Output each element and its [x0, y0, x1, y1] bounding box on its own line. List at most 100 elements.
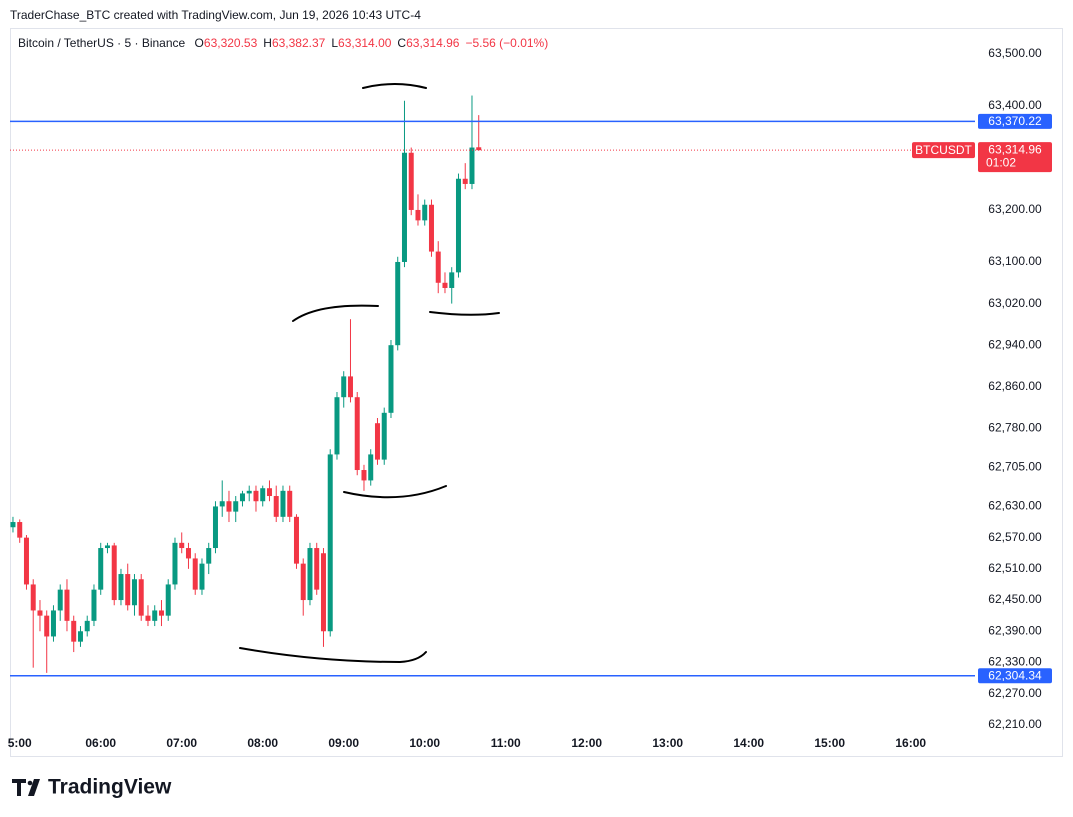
price-label: 62,304.34: [988, 668, 1042, 682]
price-label-box: [978, 113, 1052, 129]
drawing: [239, 647, 427, 664]
legend-value: 63,382.37: [271, 36, 326, 50]
drawing: [292, 304, 379, 322]
symbol-box: [912, 142, 975, 159]
legend: Bitcoin / TetherUS · 5 · Binance O63,320…: [18, 36, 548, 50]
credit: TraderChase_BTC created with TradingView…: [10, 8, 421, 22]
y-tick-label: 63,200.00: [988, 202, 1042, 216]
x-tick-label: 08:00: [247, 736, 278, 750]
candle-body: [361, 470, 367, 481]
logo-mark: [27, 780, 33, 786]
y-tick-label: 62,270.00: [988, 686, 1042, 700]
candle-body: [341, 376, 347, 398]
candle-body: [125, 574, 131, 606]
y-tick-label: 63,500.00: [988, 46, 1042, 60]
candle-body: [84, 620, 90, 632]
symbol-label: BTCUSDT: [915, 143, 972, 157]
candle-body: [98, 548, 104, 590]
candle-body: [307, 548, 313, 601]
candle-body: [287, 490, 293, 517]
price-label: 63,370.22: [988, 114, 1042, 128]
candle-body: [64, 589, 70, 621]
candle-body: [381, 412, 387, 460]
legend-symbol: Bitcoin / TetherUS · 5 · Binance: [18, 36, 186, 50]
brand: TradingView: [48, 776, 172, 799]
x-tick-label: 09:00: [328, 736, 359, 750]
candle-body: [138, 579, 144, 616]
candle-body: [77, 631, 83, 642]
y-tick-label: 63,100.00: [988, 254, 1042, 268]
candle-body: [300, 563, 306, 601]
drawing: [429, 311, 500, 316]
y-tick-label: 63,400.00: [988, 98, 1042, 112]
candle-body: [233, 501, 239, 512]
candles: [10, 95, 482, 673]
candle-body: [260, 488, 266, 502]
drawing: [362, 83, 427, 89]
candle-body: [347, 376, 353, 398]
candle-body: [118, 574, 124, 601]
candle-body: [395, 261, 401, 346]
candle-body: [273, 496, 279, 517]
y-tick-label: 62,330.00: [988, 655, 1042, 669]
candle-body: [30, 584, 36, 611]
candle-body: [104, 545, 110, 549]
candle-body: [179, 542, 185, 549]
candle-body: [293, 516, 299, 564]
candle-body: [172, 542, 178, 585]
x-tick-label: 07:00: [166, 736, 197, 750]
candle-body: [476, 147, 482, 151]
candle-body: [280, 490, 286, 517]
hand-drawings: [239, 83, 500, 664]
candle-body: [334, 397, 340, 455]
legend-key: H: [263, 36, 272, 50]
y-tick-label: 62,780.00: [988, 421, 1042, 435]
x-tick-label: 11:00: [491, 736, 521, 750]
logo-mark: [12, 779, 26, 796]
candle-body: [246, 490, 252, 494]
candle-body: [206, 548, 212, 564]
x-tick-label: 10:00: [409, 736, 440, 750]
candle-body: [91, 589, 97, 621]
candle-body: [131, 579, 137, 606]
candle-body: [50, 610, 56, 637]
y-tick-label: 62,705.00: [988, 460, 1042, 474]
candle-body: [199, 563, 205, 590]
legend-key: O: [194, 36, 204, 50]
candle-body: [152, 610, 158, 621]
legend-value: 63,320.53: [203, 36, 258, 50]
candle-body: [111, 545, 117, 601]
legend-key: L: [331, 36, 339, 50]
candle-body: [469, 147, 475, 184]
legend-value: 63,314.00: [338, 36, 392, 50]
legend-key: C: [397, 36, 407, 50]
candle-body: [212, 506, 218, 549]
candle-body: [401, 152, 407, 262]
candle-body: [455, 178, 461, 273]
chart-frame: [10, 28, 1063, 757]
candle-body: [158, 610, 164, 616]
candle-body: [266, 488, 272, 497]
x-tick-label: 12:00: [571, 736, 602, 750]
candle-body: [71, 620, 77, 642]
candle-body: [320, 553, 326, 632]
candle-body: [368, 454, 374, 481]
candle-body: [165, 584, 171, 616]
candle-body: [428, 204, 434, 252]
candle-body: [239, 493, 245, 502]
price-label-box: [978, 668, 1052, 684]
candle-body: [442, 282, 448, 288]
candle-body: [17, 522, 23, 538]
candle-body: [435, 251, 441, 283]
candle-body: [44, 615, 50, 637]
candle-body: [374, 423, 380, 460]
y-tick-label: 62,860.00: [988, 379, 1042, 393]
candle-body: [314, 548, 320, 590]
candle-body: [57, 589, 63, 611]
logo-mark: [28, 779, 40, 796]
candle-body: [422, 204, 428, 221]
candle-body: [145, 615, 151, 621]
candle-body: [462, 178, 468, 184]
